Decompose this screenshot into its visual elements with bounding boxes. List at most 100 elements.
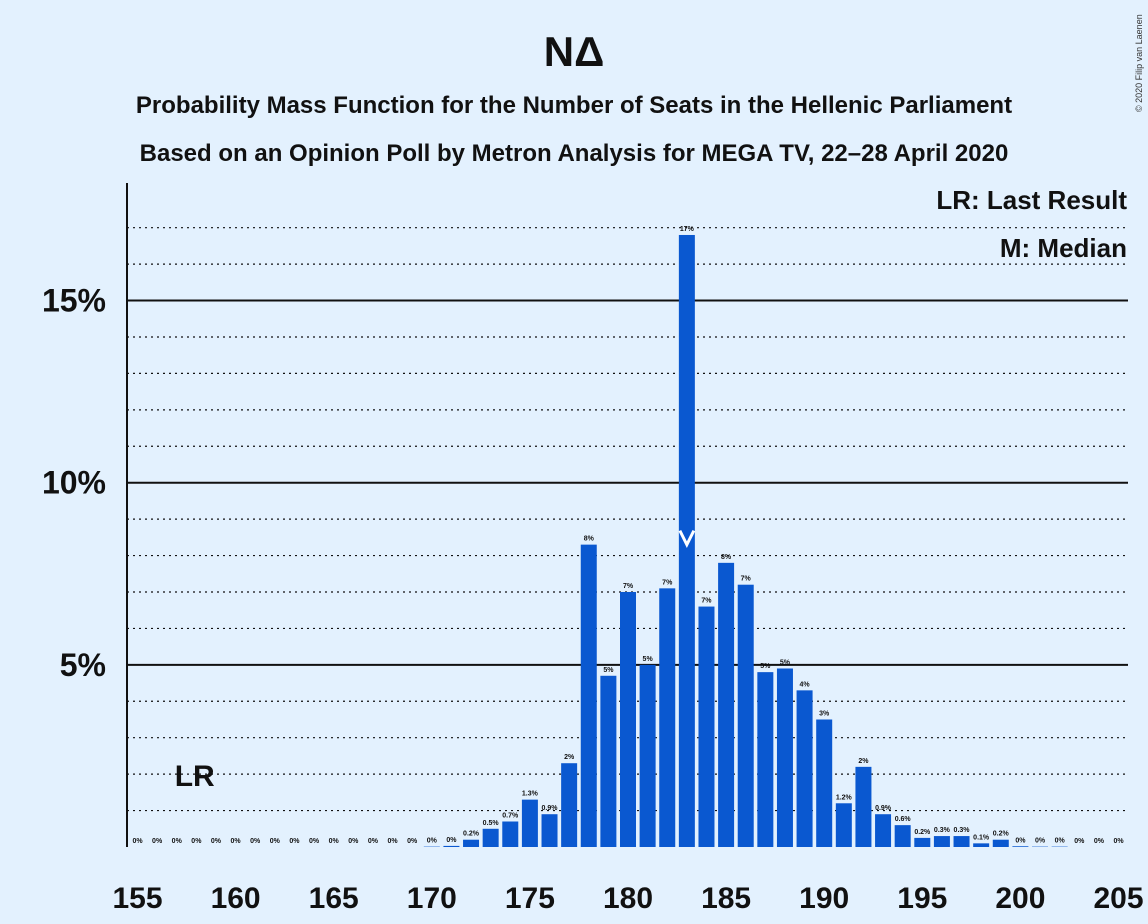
bar-label-193: 0.9% (875, 805, 892, 812)
bar-label-197: 0.3% (954, 827, 971, 834)
x-tick-165: 165 (309, 882, 359, 915)
bar-label-181: 5% (643, 656, 654, 663)
bar-182 (659, 588, 676, 847)
bar-label-188: 5% (780, 659, 791, 666)
bar-label-179: 5% (603, 667, 614, 674)
bar-199 (992, 839, 1009, 847)
chart-title: ΝΔ (544, 28, 605, 75)
bar-label-169: 0% (407, 838, 418, 845)
bar-181 (639, 664, 656, 847)
bar-188 (776, 668, 793, 847)
bar-label-174: 0.7% (502, 812, 519, 819)
bar-label-199: 0.2% (993, 831, 1010, 838)
bar-label-170: 0% (427, 838, 438, 845)
bar-178 (580, 544, 597, 847)
bar-191 (835, 803, 852, 847)
legend-median: M: Median (1000, 233, 1127, 263)
bar-label-183: 17% (680, 226, 695, 233)
x-tick-195: 195 (897, 882, 947, 915)
x-tick-180: 180 (603, 882, 653, 915)
bar-label-166: 0% (348, 838, 359, 845)
bar-label-172: 0.2% (463, 831, 480, 838)
bar-174 (502, 821, 519, 847)
bar-187 (757, 672, 774, 847)
bar-180 (620, 591, 636, 847)
bar-value-labels: 0% 0% 0% 0% 0% 0% 0% 0% 0% 0% 0% 0% 0% 0% 0% 0% 0%0.2%0.… (132, 226, 1124, 845)
bar-190 (816, 719, 833, 847)
x-tick-160: 160 (211, 882, 261, 915)
bar-label-173: 0.5% (483, 820, 500, 827)
bar-label-155: 0% (132, 838, 143, 845)
bar-label-168: 0% (387, 838, 398, 845)
bar-label-204: 0% (1094, 838, 1105, 845)
bar-177 (561, 763, 578, 847)
bar-label-164: 0% (309, 838, 320, 845)
bar-label-176: 0.9% (542, 805, 559, 812)
bar-label-160: 0% (231, 838, 242, 845)
bar-label-189: 4% (800, 681, 811, 688)
bar-186 (737, 584, 754, 847)
bar-197 (953, 836, 970, 847)
bar-label-195: 0.2% (914, 829, 931, 836)
legend-last-result: LR: Last Result (936, 185, 1127, 215)
bar-label-177: 2% (564, 754, 575, 761)
bar-194 (894, 825, 911, 847)
bar-172 (463, 839, 480, 847)
x-tick-200: 200 (995, 882, 1045, 915)
bar-173 (482, 828, 499, 847)
x-axis-tick-labels: 155 160 165 170 175 180 185 190 195 200 205 (112, 882, 1143, 915)
chart-subtitle-line2: Based on an Opinion Poll by Metron Analy… (140, 140, 1009, 167)
grid-lines (127, 227, 1128, 812)
bar-label-192: 2% (858, 758, 869, 765)
bar-label-185: 8% (721, 554, 732, 561)
x-tick-185: 185 (701, 882, 751, 915)
x-tick-190: 190 (799, 882, 849, 915)
bar-185 (718, 562, 735, 847)
bar-label-178: 8% (584, 536, 595, 543)
bar-176 (541, 814, 558, 847)
bar-label-165: 0% (329, 838, 340, 845)
x-tick-170: 170 (407, 882, 457, 915)
last-result-marker-label: LR (175, 760, 215, 793)
bar-label-184: 7% (701, 598, 712, 605)
y-axis-tick-labels: 5% 10% 15% (42, 283, 106, 683)
chart-subtitle-line1: Probability Mass Function for the Number… (136, 92, 1012, 119)
bar-175 (521, 799, 538, 847)
bar-184 (698, 606, 715, 847)
y-tick-15: 15% (42, 283, 106, 319)
bar-label-200: 0% (1015, 837, 1026, 844)
bar-label-159: 0% (211, 838, 222, 845)
bar-192 (855, 766, 872, 847)
y-tick-5: 5% (60, 647, 106, 683)
bar-label-182: 7% (662, 579, 673, 586)
bar-label-191: 1.2% (836, 794, 853, 801)
bar-label-180: 7% (623, 583, 634, 590)
bar-189 (796, 690, 813, 847)
y-tick-10: 10% (42, 465, 106, 501)
x-tick-205: 205 (1093, 882, 1143, 915)
bar-label-186: 7% (741, 576, 752, 583)
bar-label-161: 0% (250, 838, 261, 845)
x-tick-175: 175 (505, 882, 555, 915)
bar-label-171: 0% (446, 837, 457, 844)
bar-179 (600, 675, 617, 847)
x-tick-155: 155 (112, 882, 162, 915)
bar-196 (933, 836, 950, 847)
bar-label-198: 0.1% (973, 834, 990, 841)
bar-label-205: 0% (1113, 838, 1124, 845)
bar-label-194: 0.6% (895, 816, 912, 823)
bar-label-163: 0% (289, 838, 300, 845)
bar-label-203: 0% (1074, 838, 1085, 845)
bar-183 (678, 234, 695, 847)
bar-label-158: 0% (191, 838, 202, 845)
bar-label-162: 0% (270, 838, 281, 845)
bars-group (423, 234, 1068, 847)
median-marker (678, 529, 696, 548)
bar-198 (973, 843, 990, 847)
bar-label-156: 0% (152, 838, 163, 845)
bar-195 (914, 837, 931, 847)
bar-label-201: 0% (1035, 838, 1046, 845)
copyright-note: © 2020 Filip van Laenen (1134, 14, 1144, 112)
bar-171 (443, 845, 460, 847)
